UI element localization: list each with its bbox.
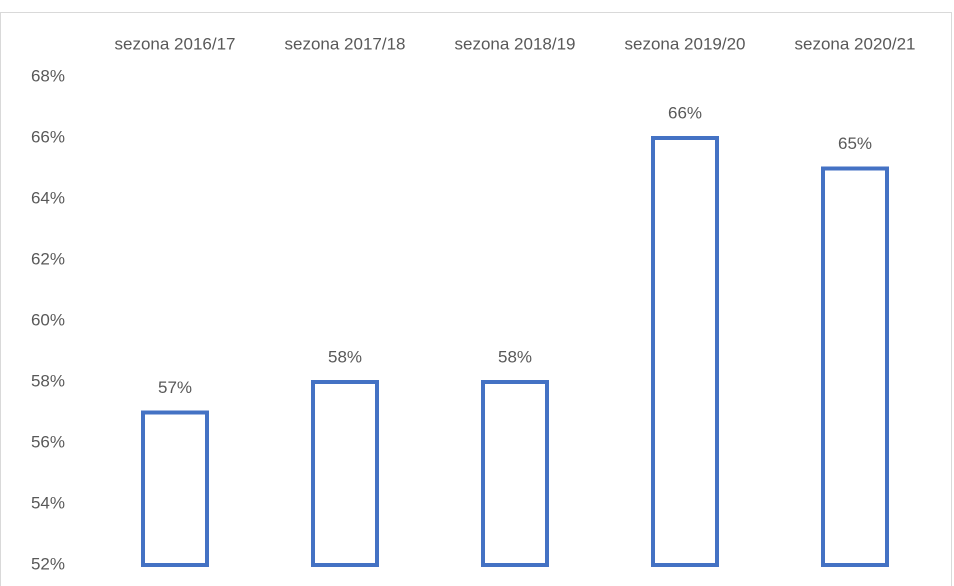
value-label: 66% — [668, 103, 702, 122]
bar — [821, 166, 889, 567]
x-tick-label: sezona 2018/19 — [455, 34, 576, 53]
y-tick-label: 60% — [31, 310, 65, 329]
value-label: 65% — [838, 134, 872, 153]
bar — [651, 136, 719, 567]
x-tick-label: sezona 2017/18 — [285, 34, 406, 53]
bar — [141, 410, 209, 567]
x-tick-label: sezona 2020/21 — [795, 34, 916, 53]
y-tick-label: 56% — [31, 432, 65, 451]
value-label: 57% — [158, 378, 192, 397]
y-tick-label: 62% — [31, 249, 65, 268]
y-tick-label: 68% — [31, 66, 65, 85]
y-tick-label: 58% — [31, 371, 65, 390]
chart-border — [0, 12, 952, 586]
x-tick-label: sezona 2016/17 — [115, 34, 236, 53]
x-tick-label: sezona 2019/20 — [625, 34, 746, 53]
bar — [481, 380, 549, 567]
bar — [311, 380, 379, 567]
y-tick-label: 54% — [31, 493, 65, 512]
value-label: 58% — [498, 347, 532, 366]
y-tick-label: 52% — [31, 554, 65, 573]
y-tick-label: 64% — [31, 188, 65, 207]
y-tick-label: 66% — [31, 127, 65, 146]
value-label: 58% — [328, 347, 362, 366]
